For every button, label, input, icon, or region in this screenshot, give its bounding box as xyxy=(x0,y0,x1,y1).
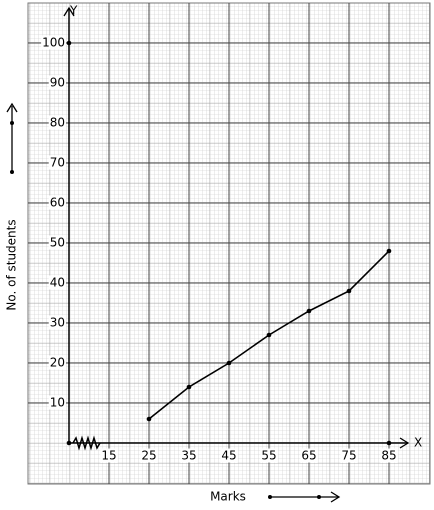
y-tick-label-bg xyxy=(48,155,66,170)
data-point xyxy=(266,332,272,338)
y-axis-name: Y xyxy=(69,4,78,18)
y-tick-label: 90 xyxy=(50,76,65,90)
y-tick-label: 100 xyxy=(42,36,65,50)
y-tick-label-bg xyxy=(48,235,66,250)
y-tick-label-bg xyxy=(48,395,66,410)
axes xyxy=(6,6,410,503)
y-tick-label-bg xyxy=(48,275,66,290)
x-tick-label: 85 xyxy=(381,449,396,463)
x-tick-label-bg xyxy=(300,448,318,463)
y-tick-label-bg xyxy=(41,35,66,50)
y-tick-label: 40 xyxy=(50,276,65,290)
data-point xyxy=(346,288,352,294)
y-tick-label-bg xyxy=(48,195,66,210)
x-tick-label-bg xyxy=(140,448,158,463)
y-tick-label-bg xyxy=(48,315,66,330)
y-tick-label: 10 xyxy=(50,396,65,410)
y-tick-label-bg xyxy=(48,75,66,90)
x-tick-label-bg xyxy=(180,448,198,463)
x-tick-label-bg xyxy=(220,448,238,463)
x-tick-label-bg xyxy=(260,448,278,463)
y-tick-label: 50 xyxy=(50,236,65,250)
y-tick-label: 60 xyxy=(50,196,65,210)
y-tick-label: 80 xyxy=(50,116,65,130)
x-tick-label: 65 xyxy=(301,449,316,463)
data-point xyxy=(186,384,192,390)
data-point xyxy=(146,416,152,422)
y-axis-label: No. of students xyxy=(5,219,19,310)
data-point xyxy=(306,308,312,314)
x-tick-label: 35 xyxy=(181,449,196,463)
x-tick-label-bg xyxy=(380,448,398,463)
y-tick-label-bg xyxy=(48,115,66,130)
x-tick-label: 45 xyxy=(221,449,236,463)
y-tick-label: 30 xyxy=(50,316,65,330)
x-tick-label: 75 xyxy=(341,449,356,463)
y-tick-label: 20 xyxy=(50,356,65,370)
x-tick-label: 55 xyxy=(261,449,276,463)
data-point xyxy=(226,360,232,366)
data-point xyxy=(386,248,392,254)
x-tick-label-bg xyxy=(100,448,118,463)
x-axis-label: Marks xyxy=(210,490,246,504)
x-axis-name: X xyxy=(414,436,422,450)
x-tick-label: 25 xyxy=(141,449,156,463)
grid xyxy=(28,3,430,484)
x-tick-label: 15 xyxy=(101,449,116,463)
y-tick-label: 70 xyxy=(50,156,65,170)
x-tick-label-bg xyxy=(340,448,358,463)
y-tick-label-bg xyxy=(48,355,66,370)
